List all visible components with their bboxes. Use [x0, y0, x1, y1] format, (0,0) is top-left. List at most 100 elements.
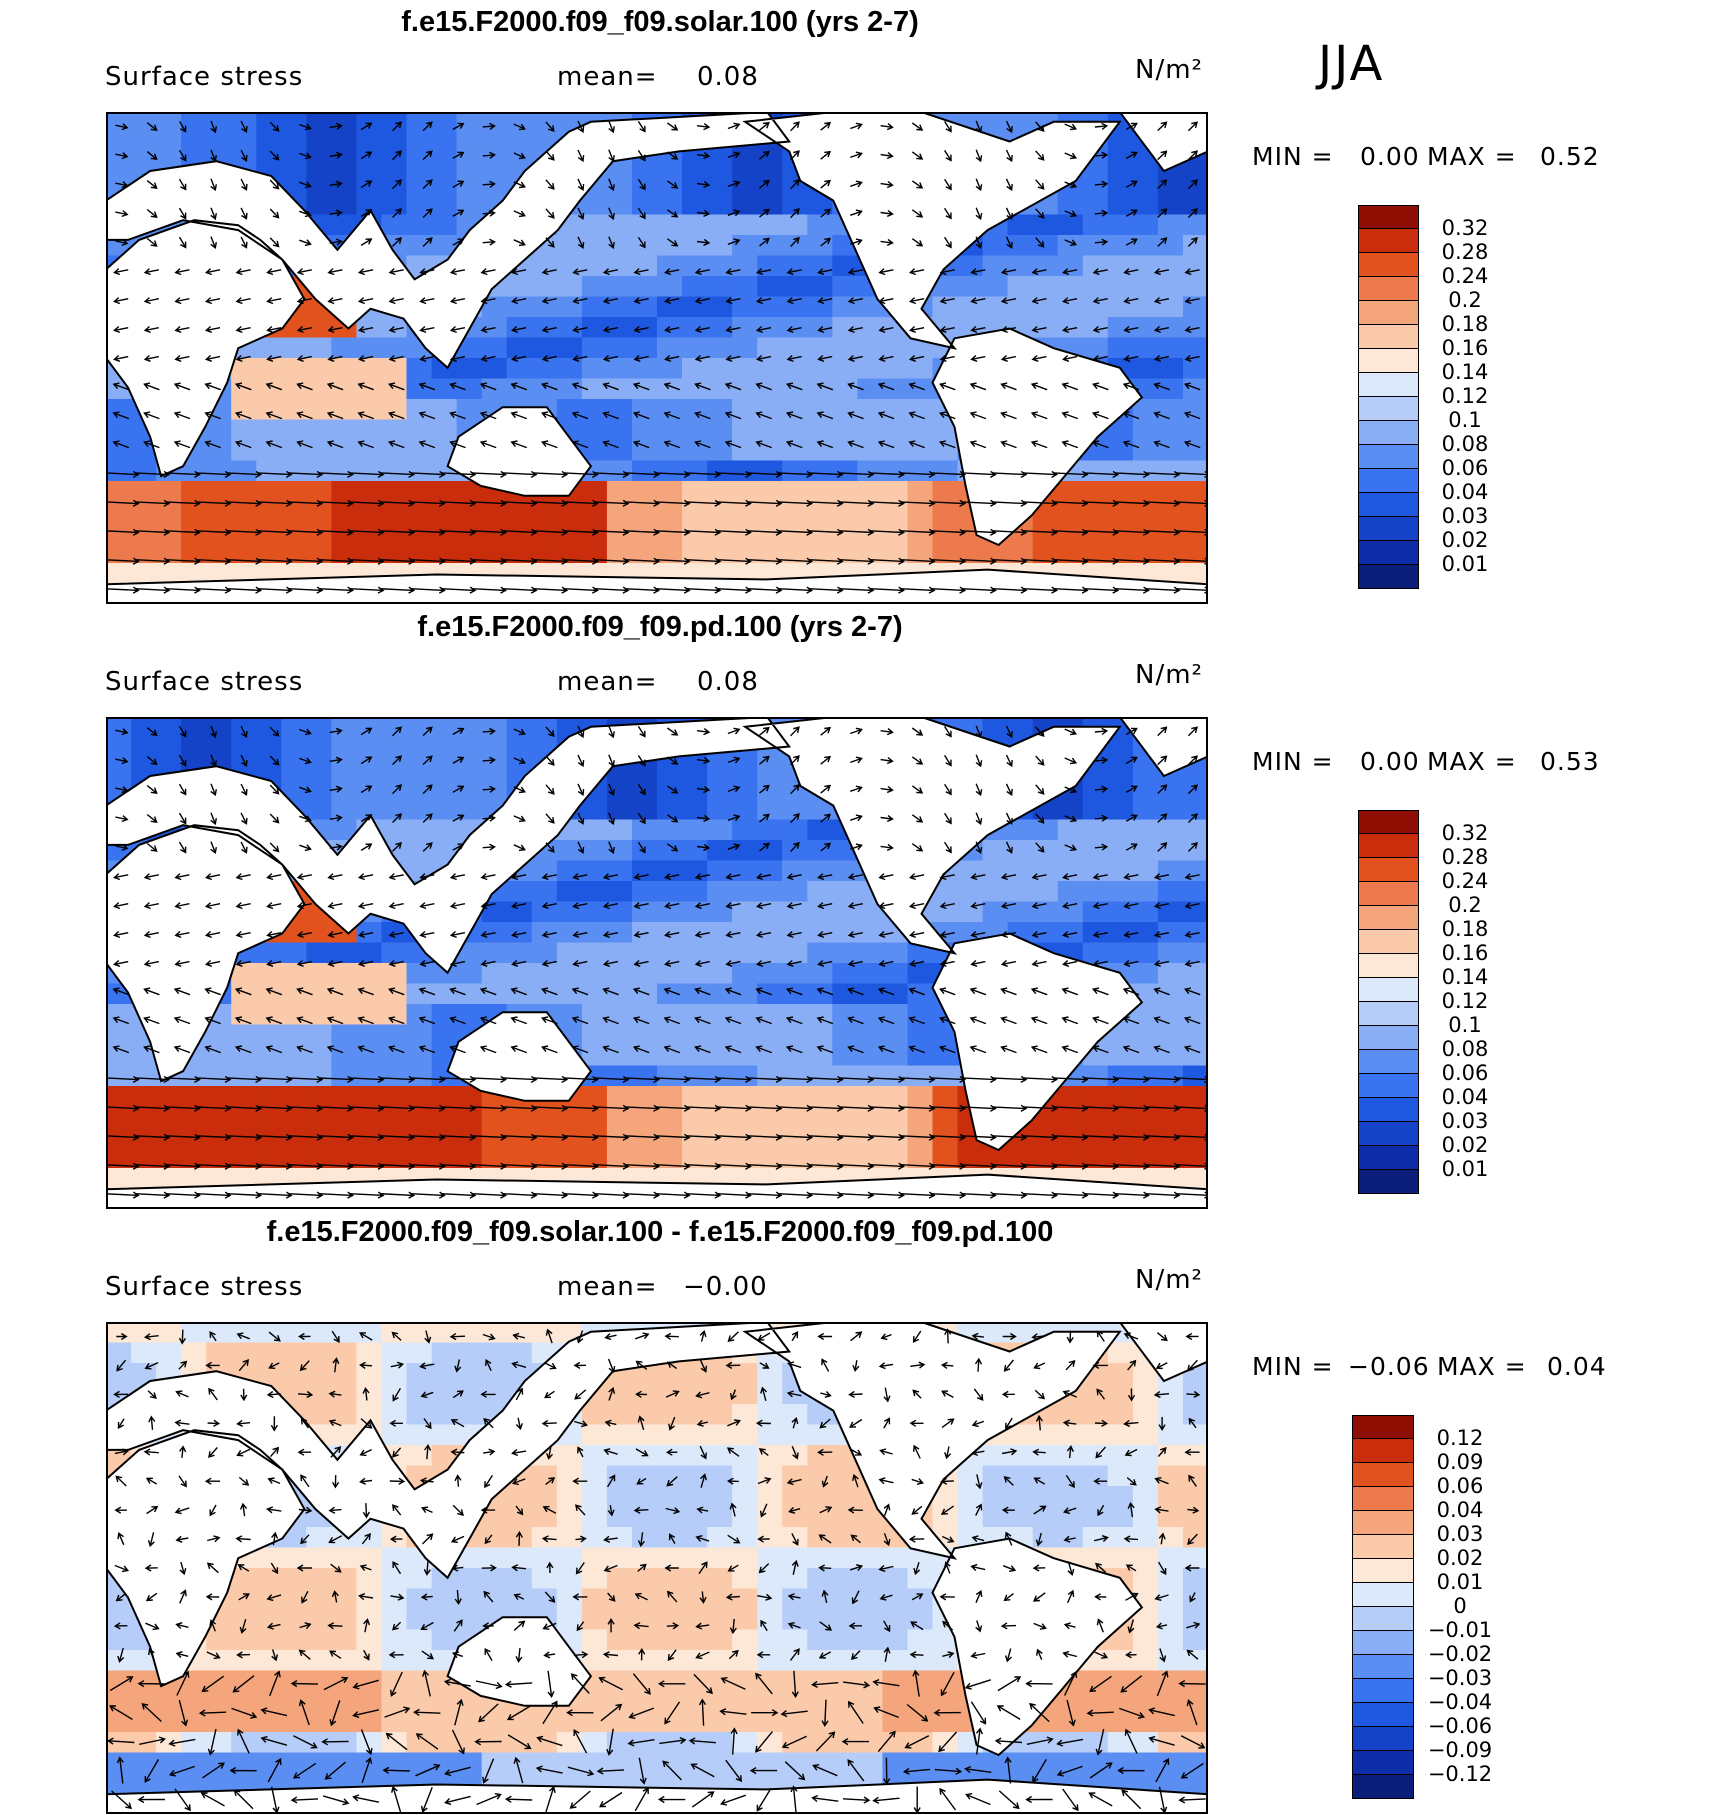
field-cell: [857, 963, 883, 985]
field-cell: [732, 1045, 758, 1067]
field-cell: [306, 1670, 332, 1692]
colorbar-swatch: [1358, 277, 1419, 301]
panel-title: f.e15.F2000.f09_f09.pd.100 (yrs 2-7): [417, 611, 903, 643]
stress-vector: [847, 268, 863, 276]
stress-vector: [571, 987, 589, 996]
stress-vector: [912, 1389, 922, 1399]
field-cell: [782, 1106, 808, 1128]
field-cell: [356, 1691, 383, 1713]
field-cell: [1132, 1670, 1159, 1692]
stress-vector: [724, 411, 742, 420]
stress-vector: [545, 208, 555, 219]
field-cell: [1057, 1486, 1084, 1508]
stress-vector: [357, 297, 374, 305]
field-cell: [1032, 214, 1059, 236]
field-cell: [707, 1711, 733, 1733]
field-cell: [732, 1691, 758, 1713]
stress-vector: [975, 1620, 983, 1633]
colorbar-swatch: [1358, 229, 1419, 253]
field-cell: [331, 481, 357, 503]
stress-vector: [148, 1647, 155, 1661]
field-cell: [1107, 296, 1134, 318]
mean-label: mean=: [557, 1272, 658, 1302]
stress-vector: [1125, 180, 1138, 188]
stress-vector: [359, 1361, 373, 1369]
field-cell: [331, 501, 357, 523]
field-cell: [807, 1424, 833, 1446]
stress-vector: [237, 1564, 250, 1572]
field-cell: [431, 378, 458, 400]
stress-vector: [1000, 382, 1017, 391]
stress-vector: [419, 297, 435, 305]
stress-vector: [299, 123, 312, 131]
stress-vector: [850, 122, 863, 130]
field-cell: [456, 399, 483, 421]
field-cell: [1132, 1086, 1159, 1108]
field-cell: [356, 1670, 383, 1692]
stress-vector: [573, 1651, 589, 1659]
field-cell: [632, 799, 658, 821]
colorbar-tick-label: 0.02: [1441, 1133, 1489, 1157]
field-cell: [1057, 542, 1084, 564]
field-cell: [857, 983, 883, 1005]
field-cell: [381, 399, 408, 421]
stress-vector: [666, 238, 679, 247]
field-cell: [281, 1342, 307, 1364]
stress-vector: [449, 297, 466, 305]
field-cell: [481, 112, 508, 134]
field-cell: [581, 1527, 608, 1549]
stress-vector: [1031, 930, 1047, 939]
stress-vector: [299, 786, 312, 794]
stress-vector: [482, 727, 496, 735]
stress-vector: [299, 728, 312, 736]
field-cell: [732, 1650, 758, 1672]
stress-vector: [388, 411, 405, 420]
field-cell: [381, 1045, 408, 1067]
field-cell: [1132, 1465, 1159, 1487]
field-cell: [256, 378, 282, 400]
field-cell: [281, 378, 307, 400]
stress-vector: [209, 1504, 217, 1517]
field-cell: [1132, 317, 1159, 339]
field-cell: [832, 419, 858, 441]
field-cell: [606, 1670, 633, 1692]
stress-vector: [271, 1649, 279, 1662]
stress-vector: [541, 987, 558, 996]
stress-vector: [727, 1331, 739, 1343]
field-cell: [531, 296, 558, 318]
stress-vector: [174, 902, 190, 910]
stress-vector: [235, 959, 251, 967]
field-cell: [256, 132, 282, 154]
min-value: 0.00: [1360, 747, 1420, 776]
stress-vector: [175, 1622, 189, 1630]
field-cell: [732, 296, 758, 318]
field-cell: [882, 440, 908, 462]
field-cell: [1107, 501, 1134, 523]
stress-vector: [443, 1678, 471, 1687]
stress-vector: [114, 1448, 130, 1456]
stress-vector: [327, 1622, 343, 1630]
field-cell: [632, 1486, 658, 1508]
field-cell: [632, 460, 658, 482]
field-cell: [256, 1363, 282, 1385]
field-cell: [231, 563, 257, 585]
stress-vector: [725, 1593, 740, 1601]
field-cell: [431, 1383, 458, 1405]
field-cell: [982, 840, 1009, 862]
stress-vector: [1092, 354, 1108, 362]
stress-vector: [265, 411, 283, 420]
field-cell: [1183, 922, 1208, 944]
field-cell: [832, 1711, 858, 1733]
stress-vector: [357, 411, 374, 420]
stress-vector: [850, 843, 863, 851]
field-cell: [1157, 1732, 1184, 1754]
stress-vector: [392, 1561, 402, 1575]
field-cell: [456, 1404, 483, 1426]
field-cell: [632, 317, 658, 339]
stress-vector: [547, 1670, 555, 1698]
field-cell: [757, 1065, 783, 1087]
field-cell: [281, 1670, 307, 1692]
field-cell: [206, 1732, 232, 1754]
stress-vector: [360, 151, 373, 160]
stress-vector: [666, 1622, 680, 1630]
